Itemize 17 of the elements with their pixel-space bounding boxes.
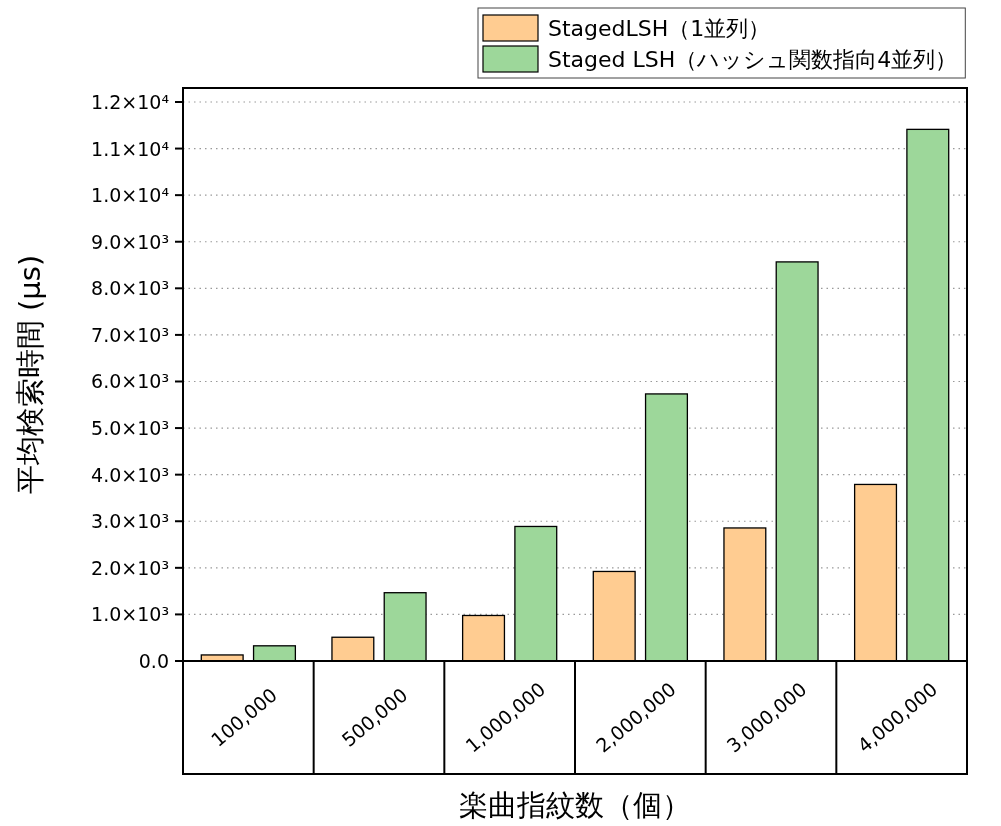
y-tick-label: 9.0×10³	[91, 230, 169, 253]
y-tick-label: 4.0×10³	[91, 463, 169, 486]
y-tick-label: 1.0×10⁴	[91, 184, 170, 207]
x-axis-title: 楽曲指紋数（個）	[459, 788, 691, 822]
y-tick-label: 2.0×10³	[91, 556, 169, 579]
y-tick-label: 1.0×10³	[91, 603, 169, 626]
y-tick-label: 5.0×10³	[91, 417, 169, 440]
y-tick-label: 3.0×10³	[91, 510, 169, 533]
legend-label: Staged LSH（ハッシュ関数指向4並列）	[548, 47, 958, 72]
y-tick-label: 0.0	[138, 650, 169, 672]
legend-label: StagedLSH（1並列）	[548, 16, 771, 41]
y-tick-label: 6.0×10³	[91, 370, 169, 393]
y-tick-label: 1.2×10⁴	[91, 90, 170, 113]
y-tick-label: 8.0×10³	[91, 277, 169, 300]
y-axis-title: 平均検索時間 (μs)	[13, 254, 47, 495]
y-tick-label: 7.0×10³	[91, 323, 169, 346]
y-tick-label: 1.1×10⁴	[91, 137, 170, 160]
